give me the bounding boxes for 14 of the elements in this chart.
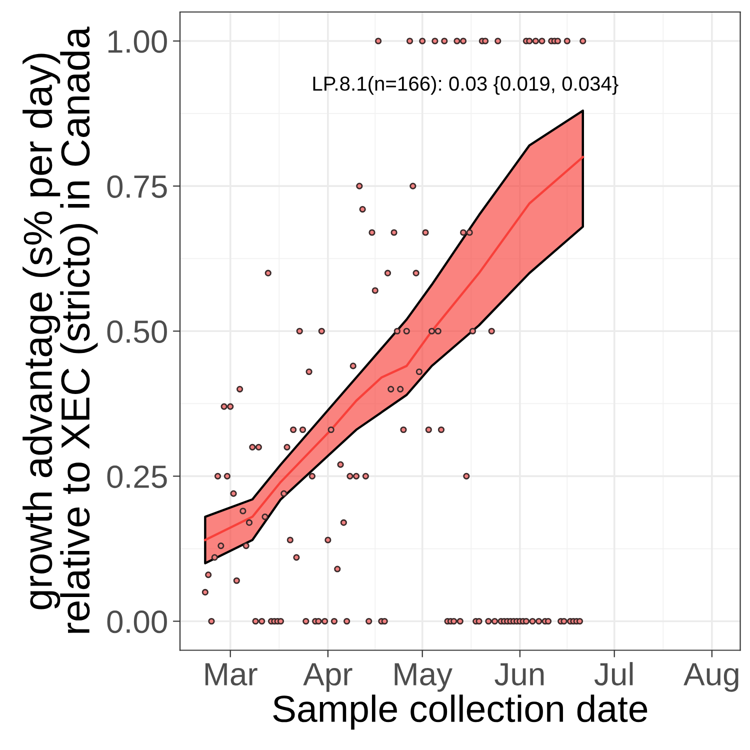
y-tick-label: 1.00 <box>108 30 167 53</box>
x-tick-label: Mar <box>205 663 258 686</box>
y-tick-label: 0.00 <box>107 610 167 634</box>
annotation: LP.8.1(n=166): 0.03 {0.019, 0.034} <box>313 76 618 95</box>
x-tick-label: Jul <box>594 662 633 686</box>
y-tick-label: 0.50 <box>107 320 167 344</box>
x-tick-label: Apr <box>303 663 352 692</box>
x-tick-label: May <box>394 663 452 692</box>
x-tick-label: Aug <box>684 663 738 692</box>
y-tick-label: 0.25 <box>107 465 167 488</box>
y-tick-label: 0.75 <box>107 175 167 198</box>
x-tick-label: Jun <box>494 663 544 686</box>
x-axis-title: Sample collection date <box>273 694 648 730</box>
y-axis-title: growth advantage (s% per day) relative to XEC (stricto) in Canada <box>22 26 98 633</box>
